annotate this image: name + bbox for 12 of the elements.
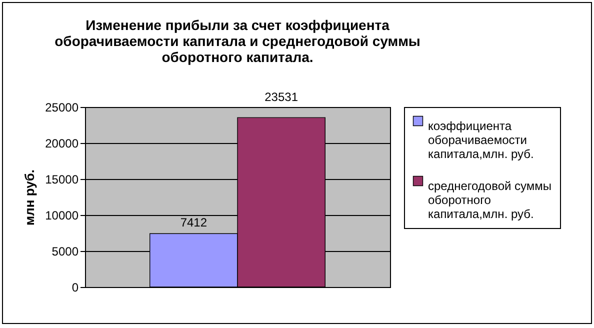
y-tick-label: 0 bbox=[72, 280, 79, 294]
y-tick-label: 5000 bbox=[52, 244, 79, 258]
y-tick-label: 15000 bbox=[45, 172, 79, 186]
legend-label: коэффициента оборачиваемости капитала,млн. руб. bbox=[428, 119, 534, 161]
y-tick-label: 25000 bbox=[45, 100, 79, 114]
y-tick-label: 20000 bbox=[45, 136, 79, 150]
data-label: 23531 bbox=[264, 90, 298, 104]
legend-label: среднегодовой суммы оборотного капитала,млн. руб. bbox=[428, 179, 552, 221]
chart-title: Изменение прибыли за счет коэффициента оборачиваемости капитала и среднегодовой суммы оборотного капитала. bbox=[54, 17, 420, 65]
y-tick-label: 10000 bbox=[45, 208, 79, 222]
data-label: 7412 bbox=[180, 216, 208, 230]
y-axis-title: млн руб. bbox=[22, 170, 38, 226]
